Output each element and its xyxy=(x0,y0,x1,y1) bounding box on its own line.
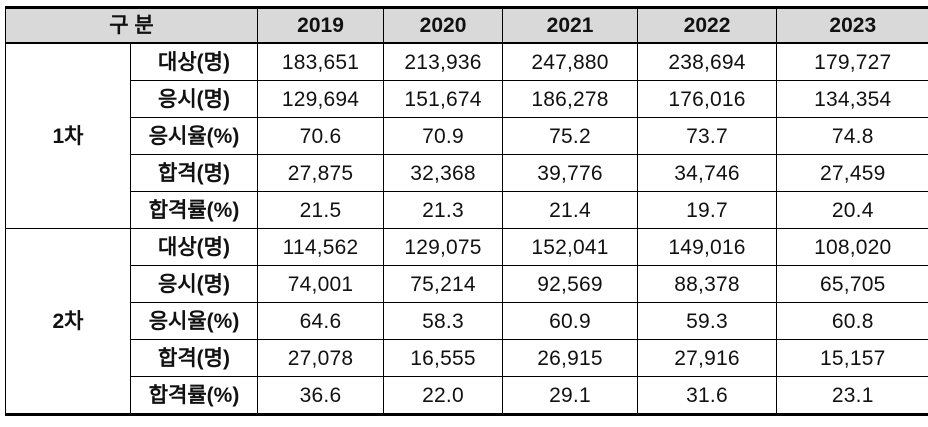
value-cell: 108,020 xyxy=(776,228,928,266)
table-row: 2차 대상(명) 114,562 129,075 152,041 149,016 108,0… xyxy=(5,228,928,415)
value-cell: 15,157 xyxy=(776,339,928,377)
header-year-cell: 2022 xyxy=(637,7,777,44)
value-cell: 74.8 xyxy=(776,117,928,155)
row-group-label: 1차 xyxy=(5,43,131,229)
value-cell: 60.9 xyxy=(502,302,638,340)
value-cell: 58.3 xyxy=(383,302,503,340)
row-label: 응시(명) xyxy=(129,80,258,118)
value-cell: 22.0 xyxy=(383,376,503,415)
header-year-cell: 2019 xyxy=(257,7,384,44)
table-header: 구 분 2019 2020 2021 2022 2023 xyxy=(5,7,928,44)
value-cell: 74,001 xyxy=(257,265,384,303)
value-cell: 34,746 xyxy=(637,154,777,192)
table-row: 1차 대상(명) 183,651 213,936 247,880 238,694 179,7… xyxy=(5,43,928,229)
value-cell: 179,727 xyxy=(776,43,928,81)
value-cell: 31.6 xyxy=(637,376,777,415)
value-cell: 21.5 xyxy=(257,191,384,229)
value-cell: 149,016 xyxy=(637,228,777,266)
value-cell: 65,705 xyxy=(776,265,928,303)
value-cell: 23.1 xyxy=(776,376,928,415)
value-cell: 134,354 xyxy=(776,80,928,118)
header-row: 구 분 2019 2020 2021 2022 2023 xyxy=(5,7,928,44)
value-cell: 70.9 xyxy=(383,117,503,155)
value-cell: 19.7 xyxy=(637,191,777,229)
value-cell: 59.3 xyxy=(637,302,777,340)
value-cell: 73.7 xyxy=(637,117,777,155)
row-label: 대상(명) xyxy=(129,43,258,81)
value-cell: 21.4 xyxy=(502,191,638,229)
row-label: 합격(명) xyxy=(129,339,258,377)
value-cell: 129,075 xyxy=(383,228,503,266)
row-label: 응시율(%) xyxy=(129,117,258,155)
value-cell: 29.1 xyxy=(502,376,638,415)
value-cell: 186,278 xyxy=(502,80,638,118)
table-row: 응시(명) 74,001 75,214 92,569 88,378 65,705 xyxy=(6,265,928,303)
value-cell: 129,694 xyxy=(257,80,384,118)
value-cell: 238,694 xyxy=(637,43,777,81)
value-cell: 151,674 xyxy=(383,80,503,118)
table-row: 합격률(%) 36.6 22.0 29.1 31.6 23.1 xyxy=(6,376,928,415)
value-cell: 27,916 xyxy=(637,339,777,377)
header-corner-label: 구 분 xyxy=(5,7,258,44)
row-group-label: 2차 xyxy=(5,228,131,415)
value-cell: 75.2 xyxy=(502,117,638,155)
row-label: 합격률(%) xyxy=(129,191,258,229)
table-row: 응시(명) 129,694 151,674 186,278 176,016 134,354 xyxy=(6,80,928,118)
value-cell: 21.3 xyxy=(383,191,503,229)
value-cell: 20.4 xyxy=(776,191,928,229)
table-row: 합격(명) 27,078 16,555 26,915 27,916 15,157 xyxy=(6,339,928,377)
table-body: 1차 대상(명) 183,651 213,936 247,880 238,694 179,7… xyxy=(5,43,928,415)
row-label: 합격(명) xyxy=(129,154,258,192)
value-cell: 88,378 xyxy=(637,265,777,303)
value-cell: 27,078 xyxy=(257,339,384,377)
value-cell: 213,936 xyxy=(383,43,503,81)
value-cell: 183,651 xyxy=(257,43,384,81)
value-cell: 32,368 xyxy=(383,154,503,192)
header-year-cell: 2020 xyxy=(383,7,503,44)
table-row: 응시율(%) 70.6 70.9 75.2 73.7 74.8 xyxy=(6,117,928,155)
value-cell: 70.6 xyxy=(257,117,384,155)
table-row: 합격(명) 27,875 32,368 39,776 34,746 27,459 xyxy=(6,154,928,192)
value-cell: 92,569 xyxy=(502,265,638,303)
table-row: 응시율(%) 64.6 58.3 60.9 59.3 60.8 xyxy=(6,302,928,340)
value-cell: 60.8 xyxy=(776,302,928,340)
value-cell: 64.6 xyxy=(257,302,384,340)
value-cell: 152,041 xyxy=(502,228,638,266)
header-year-cell: 2021 xyxy=(502,7,638,44)
value-cell: 114,562 xyxy=(257,228,384,266)
value-cell: 36.6 xyxy=(257,376,384,415)
value-cell: 75,214 xyxy=(383,265,503,303)
row-label: 응시율(%) xyxy=(129,302,258,340)
value-cell: 16,555 xyxy=(383,339,503,377)
row-label: 합격률(%) xyxy=(129,376,258,415)
value-cell: 176,016 xyxy=(637,80,777,118)
value-cell: 26,915 xyxy=(502,339,638,377)
value-cell: 27,875 xyxy=(257,154,384,192)
header-year-cell: 2023 xyxy=(776,7,928,44)
value-cell: 39,776 xyxy=(502,154,638,192)
row-label: 응시(명) xyxy=(129,265,258,303)
value-cell: 27,459 xyxy=(776,154,928,192)
row-label: 대상(명) xyxy=(129,228,258,266)
table-row: 합격률(%) 21.5 21.3 21.4 19.7 20.4 xyxy=(6,191,928,229)
value-cell: 247,880 xyxy=(502,43,638,81)
exam-statistics-table: 구 분 2019 2020 2021 2022 2023 1차 대상(명) 183,651 2… xyxy=(5,6,928,416)
